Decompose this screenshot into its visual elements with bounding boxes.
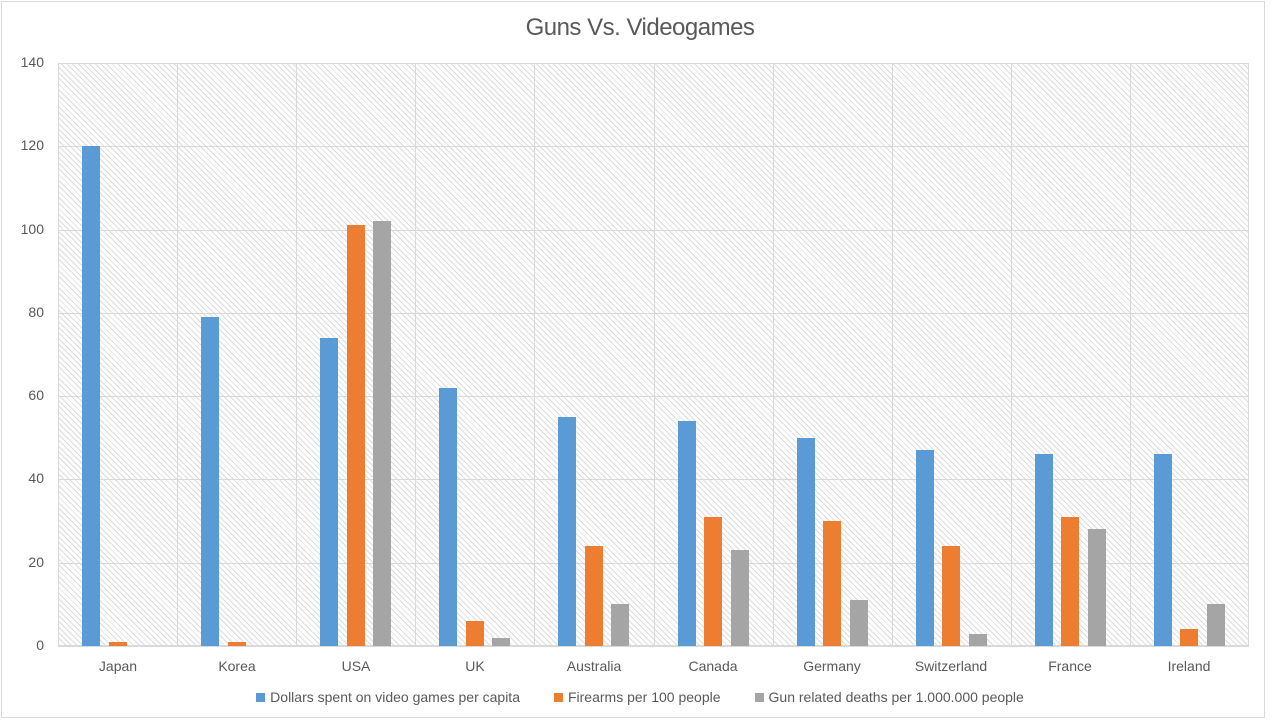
bar-uk-series-1 bbox=[439, 388, 457, 646]
legend-label: Gun related deaths per 1.000.000 people bbox=[768, 689, 1024, 705]
bar-usa-series-3 bbox=[373, 221, 391, 646]
bar-canada-series-1 bbox=[678, 421, 696, 646]
x-tick-label: France bbox=[1048, 658, 1092, 674]
x-tick-label: Korea bbox=[218, 658, 256, 674]
bar-ireland-series-1 bbox=[1154, 454, 1172, 646]
y-tick-label: 80 bbox=[28, 304, 44, 320]
bar-switzerland-series-2 bbox=[942, 546, 960, 646]
bar-germany-series-1 bbox=[797, 438, 815, 646]
y-tick-label: 20 bbox=[28, 554, 44, 570]
bar-usa-series-1 bbox=[320, 338, 338, 646]
bar-germany-series-2 bbox=[823, 521, 841, 646]
x-tick-label: Australia bbox=[566, 658, 622, 674]
v-gridline bbox=[534, 63, 535, 646]
legend-item: Dollars spent on video games per capita bbox=[256, 689, 520, 705]
v-gridline bbox=[892, 63, 893, 646]
x-tick-label: Switzerland bbox=[914, 658, 988, 674]
legend: Dollars spent on video games per capita F… bbox=[0, 689, 1280, 705]
y-tick-label: 140 bbox=[20, 54, 44, 70]
bar-uk-series-3 bbox=[492, 638, 510, 646]
legend-item: Firearms per 100 people bbox=[553, 689, 721, 705]
h-gridline bbox=[58, 646, 1249, 647]
x-tick-label: UK bbox=[465, 658, 485, 674]
legend-swatch-icon bbox=[754, 692, 764, 702]
bar-france-series-3 bbox=[1088, 529, 1106, 646]
bar-korea-series-1 bbox=[201, 317, 219, 646]
y-tick-label: 100 bbox=[20, 221, 44, 237]
bar-canada-series-2 bbox=[704, 517, 722, 646]
bar-switzerland-series-1 bbox=[916, 450, 934, 646]
h-gridline bbox=[58, 396, 1249, 397]
bar-germany-series-3 bbox=[850, 600, 868, 646]
x-tick-label: Japan bbox=[98, 658, 138, 674]
bar-ireland-series-3 bbox=[1207, 604, 1225, 646]
h-gridline bbox=[58, 146, 1249, 147]
x-tick-label: Ireland bbox=[1167, 658, 1211, 674]
v-gridline bbox=[1130, 63, 1131, 646]
y-tick-label: 0 bbox=[36, 637, 44, 653]
legend-item: Gun related deaths per 1.000.000 people bbox=[754, 689, 1024, 705]
bar-australia-series-2 bbox=[585, 546, 603, 646]
v-gridline bbox=[1011, 63, 1012, 646]
bar-japan-series-1 bbox=[82, 146, 100, 646]
h-gridline bbox=[58, 230, 1249, 231]
y-tick-label: 60 bbox=[28, 387, 44, 403]
bar-australia-series-3 bbox=[611, 604, 629, 646]
h-gridline bbox=[58, 313, 1249, 314]
legend-label: Dollars spent on video games per capita bbox=[270, 689, 520, 705]
x-tick-label: USA bbox=[341, 658, 371, 674]
x-tick-label: Germany bbox=[803, 658, 861, 674]
h-gridline bbox=[58, 479, 1249, 480]
v-gridline bbox=[177, 63, 178, 646]
legend-label: Firearms per 100 people bbox=[567, 689, 721, 705]
bar-usa-series-2 bbox=[347, 225, 365, 646]
h-gridline bbox=[58, 63, 1249, 64]
chart-title: Guns Vs. Videogames bbox=[525, 14, 755, 41]
legend-swatch-icon bbox=[256, 692, 266, 702]
x-tick-label: Canada bbox=[688, 658, 738, 674]
v-gridline bbox=[296, 63, 297, 646]
legend-swatch-icon bbox=[553, 692, 563, 702]
v-gridline bbox=[415, 63, 416, 646]
y-tick-label: 120 bbox=[20, 137, 44, 153]
v-gridline bbox=[773, 63, 774, 646]
bar-korea-series-2 bbox=[228, 642, 246, 646]
bar-france-series-2 bbox=[1061, 517, 1079, 646]
v-gridline bbox=[654, 63, 655, 646]
bar-switzerland-series-3 bbox=[969, 634, 987, 646]
bar-australia-series-1 bbox=[558, 417, 576, 646]
bar-ireland-series-2 bbox=[1180, 629, 1198, 646]
h-gridline bbox=[58, 563, 1249, 564]
bar-canada-series-3 bbox=[731, 550, 749, 646]
bar-japan-series-2 bbox=[109, 642, 127, 646]
y-tick-label: 40 bbox=[28, 470, 44, 486]
bar-uk-series-2 bbox=[466, 621, 484, 646]
bar-france-series-1 bbox=[1035, 454, 1053, 646]
